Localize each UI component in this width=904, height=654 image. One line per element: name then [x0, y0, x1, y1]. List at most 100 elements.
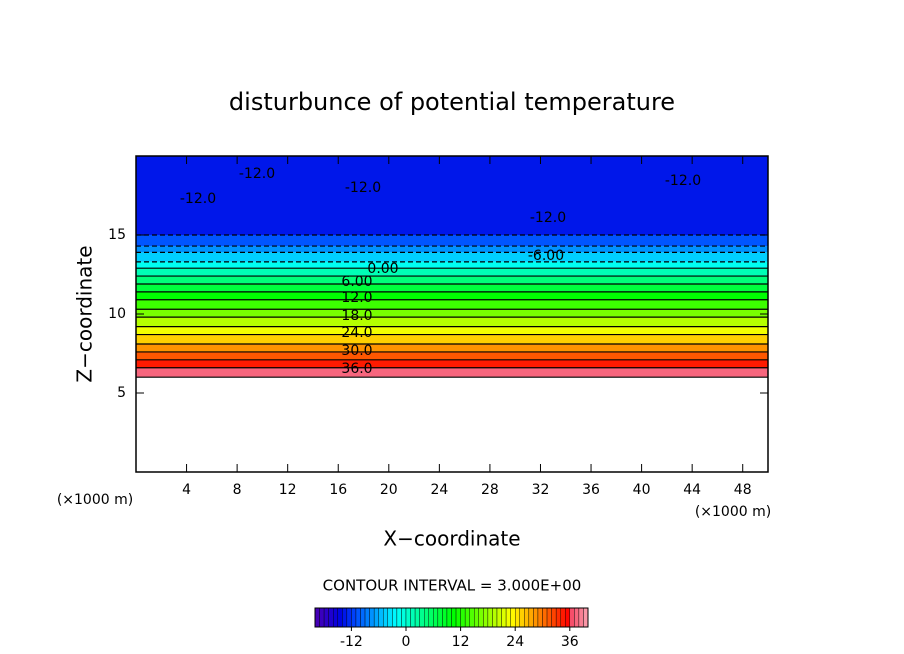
colorbar-cell: [474, 607, 479, 628]
colorbar-cell: [501, 607, 507, 628]
colorbar-cell: [569, 607, 575, 628]
y-tick-label: 10: [108, 306, 126, 322]
colorbar-cell: [419, 607, 425, 628]
x-tick-label: 12: [279, 482, 297, 498]
x-axis-title: X−coordinate: [383, 527, 520, 551]
colorbar-cell: [464, 607, 470, 628]
colorbar-cell: [451, 607, 457, 628]
colorbar-cell: [510, 607, 516, 628]
colorbar-cell: [533, 607, 539, 628]
colorbar-cell: [555, 607, 561, 628]
colorbar-cell: [551, 607, 557, 628]
colorbar-cell: [505, 607, 511, 628]
colorbar-cell: [546, 607, 552, 628]
contour-label: 18.0: [341, 308, 372, 324]
colorbar-cell: [469, 607, 475, 628]
contour-band: [136, 235, 768, 247]
contour-band: [136, 326, 768, 335]
contour-band: [136, 291, 768, 300]
x-tick-label: 32: [532, 482, 550, 498]
colorbar-cell: [483, 607, 489, 628]
contour-band: [136, 344, 768, 352]
contour-band: [136, 252, 768, 262]
contour-band: [136, 367, 768, 378]
colorbar-tick-label: -12: [340, 634, 363, 650]
colorbar-cell: [487, 607, 493, 628]
colorbar-cell: [351, 607, 357, 628]
colorbar-frame: [314, 607, 589, 628]
colorbar-cell: [369, 607, 375, 628]
contour-band: [136, 246, 768, 253]
colorbar-cell: [337, 607, 343, 628]
colorbar-cell: [478, 607, 484, 628]
contour-interval: CONTOUR INTERVAL = 3.000E+00: [323, 577, 582, 595]
x-tick-label: 40: [633, 482, 651, 498]
contour-band: [136, 276, 768, 284]
contour-band: [136, 359, 768, 368]
colorbar-cell: [542, 607, 548, 628]
colorbar-cell: [524, 607, 530, 628]
colorbar-cell: [424, 607, 429, 628]
colorbar-cell: [519, 607, 525, 628]
colorbar-cell: [574, 607, 580, 628]
contour-label: 6.00: [341, 274, 372, 290]
colorbar-cell: [360, 607, 366, 628]
colorbar-cell: [578, 607, 584, 628]
colorbar-cell: [414, 607, 420, 628]
colorbar-cell: [387, 607, 393, 628]
contour-label: 36.0: [341, 361, 372, 377]
colorbar-cell: [346, 607, 352, 628]
colorbar-tick-label: 12: [452, 634, 470, 650]
colorbar-cell: [342, 607, 348, 628]
colorbar-cell: [410, 607, 416, 628]
colorbar-tick-label: 24: [506, 634, 524, 650]
y-tick-label: 5: [117, 385, 126, 401]
chart-title: disturbunce of potential temperature: [229, 88, 675, 116]
colorbar-cell: [355, 607, 361, 628]
x-tick-label: 36: [582, 482, 600, 498]
x-tick-label: 8: [233, 482, 242, 498]
colorbar-cell: [396, 607, 402, 628]
x-unit-label: (×1000 m): [57, 492, 133, 508]
y-axis-title: Z−coordinate: [73, 245, 97, 382]
colorbar-tick-label: 0: [402, 634, 411, 650]
colorbar-tick-label: 36: [561, 634, 579, 650]
colorbar-cell: [323, 607, 329, 628]
contour-label: 0.00: [367, 261, 398, 277]
contour-band: [136, 261, 768, 269]
contour-label: 24.0: [341, 325, 372, 341]
contour-band: [136, 156, 768, 235]
colorbar-cell: [460, 607, 466, 628]
colorbar-cell: [328, 607, 334, 628]
colorbar-cell: [583, 607, 589, 628]
contour-band: [136, 268, 768, 277]
x-tick-label: 20: [380, 482, 398, 498]
x-tick-label: 24: [430, 482, 448, 498]
colorbar-cell: [319, 607, 325, 628]
colorbar-cell: [560, 607, 566, 628]
colorbar-cell: [537, 607, 543, 628]
x-tick-label: 48: [734, 482, 752, 498]
colorbar-cell: [433, 607, 439, 628]
contour-label: 30.0: [341, 343, 372, 359]
contour-band: [136, 317, 768, 327]
colorbar-cell: [314, 607, 320, 628]
y-tick-label: 15: [108, 227, 126, 243]
colorbar-cell: [446, 607, 452, 628]
colorbar-cell: [492, 607, 498, 628]
colorbar-cell: [392, 607, 398, 628]
colorbar-cell: [565, 607, 570, 628]
colorbar-cell: [333, 607, 338, 628]
x-unit-label: (×1000 m): [695, 504, 771, 520]
contour-label: 12.0: [341, 290, 372, 306]
colorbar-cell: [364, 607, 370, 628]
contour-band: [136, 283, 768, 292]
colorbar-cell: [401, 607, 407, 628]
x-tick-label: 44: [683, 482, 701, 498]
contour-label: -12.0: [239, 166, 275, 182]
x-tick-label: 28: [481, 482, 499, 498]
contour-label: -12.0: [345, 180, 381, 196]
contour-label: -12.0: [665, 173, 701, 189]
